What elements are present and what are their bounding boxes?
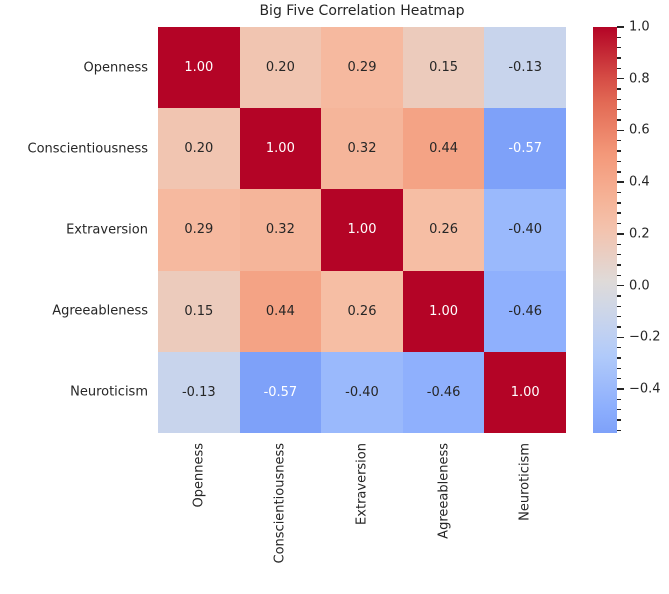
- heatmap-cell: -0.57: [239, 351, 322, 433]
- x-tick-label: Agreeableness: [436, 443, 452, 539]
- colorbar-minor-tick: [617, 98, 621, 101]
- heatmap-cell: -0.57: [484, 108, 566, 190]
- y-tick-label: Extraversion: [66, 222, 148, 238]
- colorbar-tick-label: −0.4: [629, 381, 661, 397]
- heatmap-cell: 0.20: [158, 108, 240, 190]
- heatmap-cell: 0.15: [158, 270, 240, 352]
- heatmap-cell: 0.29: [321, 27, 403, 109]
- heatmap-cell: 1.00: [158, 27, 240, 109]
- chart-title: Big Five Correlation Heatmap: [259, 3, 465, 19]
- colorbar-tick-label: 0.4: [629, 174, 650, 190]
- colorbar-tick-label: 0.6: [629, 122, 650, 138]
- y-tick-label: Conscientiousness: [27, 141, 149, 157]
- y-tick-label: Agreeableness: [52, 303, 148, 319]
- heatmap-cell: 0.20: [239, 27, 322, 109]
- heatmap-grid: 1.00 0.20 0.29 0.15 -0.13 0.20 1.00 0.32 0.44 -0.…: [158, 27, 566, 433]
- colorbar-minor-tick: [617, 409, 621, 411]
- colorbar-major-tick: [617, 26, 624, 28]
- colorbar-major-tick: [617, 129, 624, 132]
- colorbar-minor-tick: [617, 109, 621, 111]
- colorbar-minor-tick: [617, 243, 621, 245]
- colorbar-minor-tick: [617, 357, 621, 359]
- colorbar-minor-tick: [617, 429, 621, 432]
- colorbar-major-tick: [617, 336, 624, 338]
- colorbar-minor-tick: [617, 377, 621, 380]
- heatmap-cell: 0.44: [402, 108, 485, 190]
- colorbar-minor-tick: [617, 36, 621, 39]
- x-tick-label: Neuroticism: [517, 443, 533, 521]
- heatmap-cell: -0.13: [484, 27, 566, 109]
- colorbar-minor-tick: [617, 46, 621, 49]
- colorbar-minor-tick: [617, 367, 621, 370]
- colorbar-minor-tick: [617, 140, 621, 142]
- colorbar-minor-tick: [617, 398, 621, 401]
- colorbar-minor-tick: [617, 212, 621, 214]
- heatmap-cell: -0.46: [402, 351, 485, 433]
- colorbar-major-tick: [617, 181, 624, 183]
- heatmap-cell: -0.46: [484, 270, 566, 352]
- x-tick-label: Conscientiousness: [272, 443, 288, 564]
- y-tick-label: Neuroticism: [70, 384, 148, 400]
- colorbar-minor-tick: [617, 160, 621, 163]
- colorbar-minor-tick: [617, 67, 621, 70]
- colorbar-minor-tick: [617, 419, 621, 421]
- colorbar-minor-tick: [617, 264, 621, 266]
- x-tick-label: Openness: [191, 443, 207, 508]
- heatmap-cell: 1.00: [321, 189, 403, 271]
- heatmap-cell: 0.26: [321, 270, 403, 352]
- colorbar-major-tick: [617, 284, 624, 287]
- heatmap-cell: 0.32: [239, 189, 322, 271]
- colorbar-minor-tick: [617, 253, 621, 256]
- colorbar-major-tick: [617, 233, 624, 235]
- colorbar-minor-tick: [617, 191, 621, 194]
- heatmap-cell: 0.32: [321, 108, 403, 190]
- heatmap-cell: 0.29: [158, 189, 240, 271]
- colorbar-tick-label: −0.2: [629, 329, 661, 345]
- y-tick-label: Openness: [83, 60, 148, 76]
- heatmap-cell: 0.44: [239, 270, 322, 352]
- colorbar-minor-tick: [617, 274, 621, 276]
- colorbar-minor-tick: [617, 119, 621, 121]
- colorbar-minor-tick: [617, 150, 621, 152]
- x-tick-label: Extraversion: [354, 443, 370, 525]
- colorbar-minor-tick: [617, 326, 621, 328]
- heatmap-cell: 1.00: [239, 108, 322, 190]
- heatmap-cell: -0.13: [158, 351, 240, 433]
- colorbar-minor-tick: [617, 222, 621, 225]
- colorbar: [593, 27, 617, 433]
- heatmap-cell: 0.26: [402, 189, 485, 271]
- colorbar-tick-label: 1.0: [629, 19, 650, 35]
- heatmap-cell: 0.15: [402, 27, 485, 109]
- colorbar-major-tick: [617, 78, 624, 80]
- colorbar-minor-tick: [617, 57, 621, 59]
- heatmap-cell: 1.00: [402, 270, 485, 352]
- heatmap-cell: 1.00: [484, 351, 566, 433]
- colorbar-minor-tick: [617, 202, 621, 204]
- colorbar-minor-tick: [617, 295, 621, 297]
- colorbar-tick-label: 0.0: [629, 278, 650, 294]
- heatmap-cell: -0.40: [484, 189, 566, 271]
- colorbar-minor-tick: [617, 305, 621, 307]
- colorbar-major-tick: [617, 388, 624, 390]
- colorbar-minor-tick: [617, 346, 621, 349]
- heatmap-cell: -0.40: [321, 351, 403, 433]
- colorbar-tick-label: 0.2: [629, 226, 650, 242]
- colorbar-minor-tick: [617, 171, 621, 173]
- colorbar-minor-tick: [617, 315, 621, 318]
- colorbar-minor-tick: [617, 88, 621, 90]
- colorbar-tick-label: 0.8: [629, 71, 650, 87]
